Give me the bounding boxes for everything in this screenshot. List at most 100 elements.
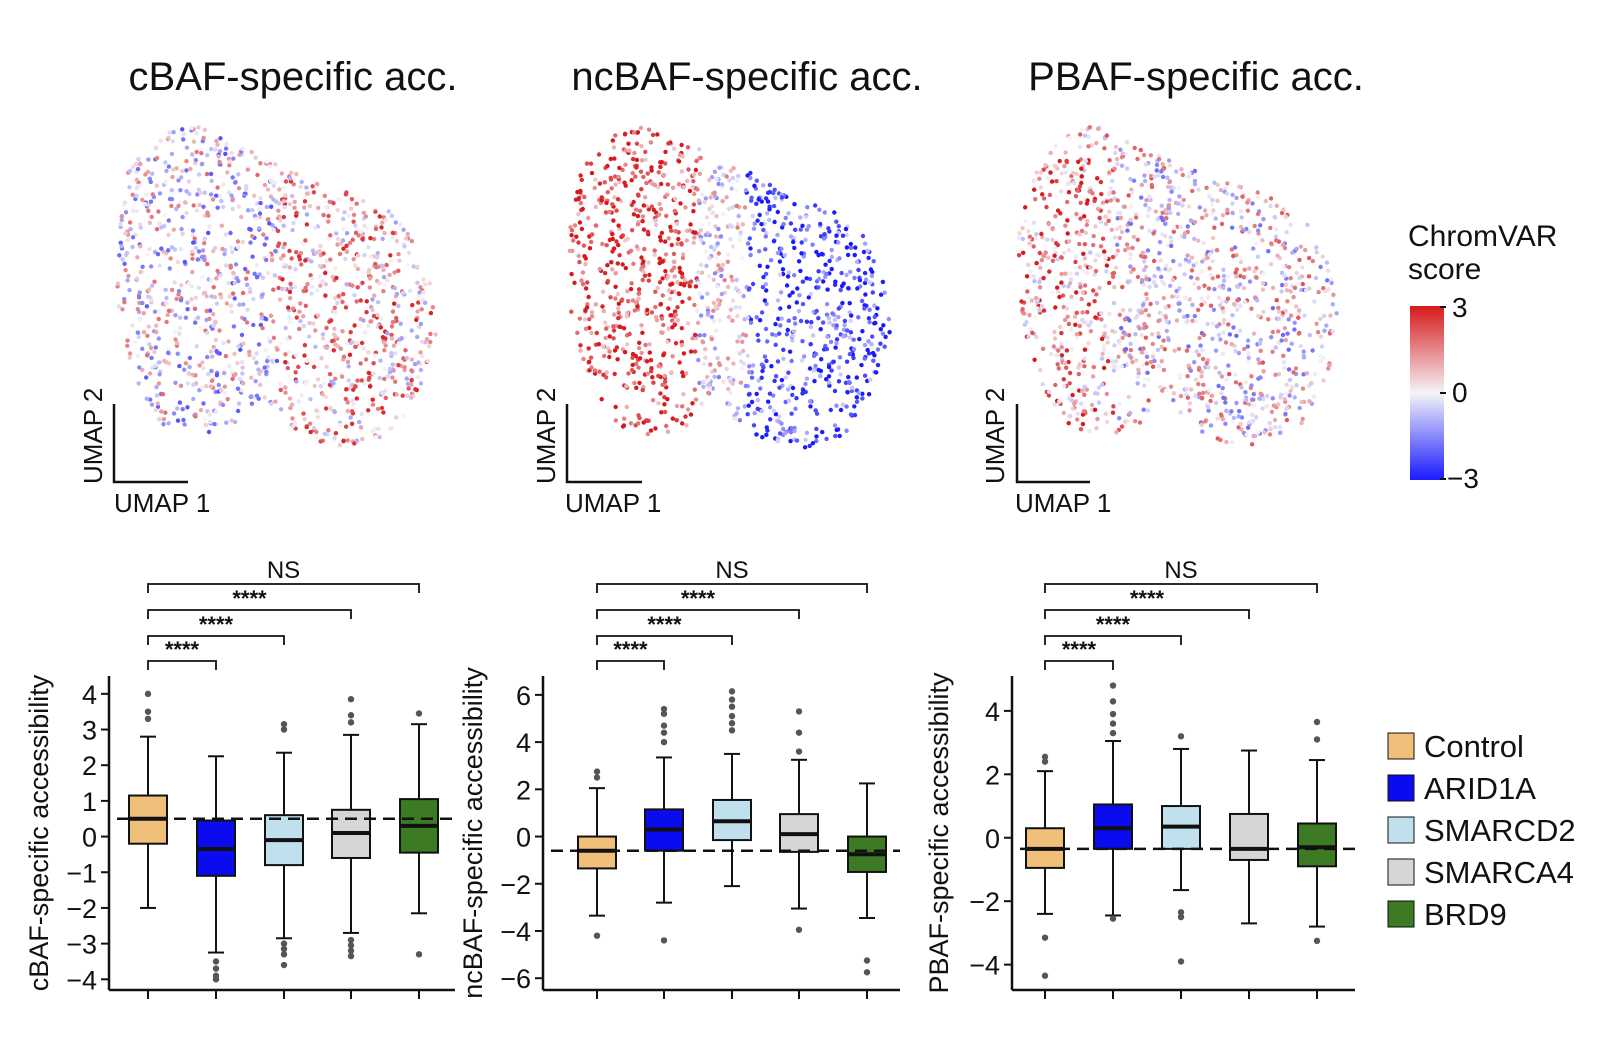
umap-cell-point	[712, 190, 717, 195]
umap-ylabel: UMAP 2	[531, 388, 561, 484]
umap-cell-point	[660, 293, 665, 298]
umap-cell-point	[759, 408, 764, 414]
umap-cell-point	[788, 234, 794, 239]
umap-cell-point	[777, 431, 783, 436]
umap-cell-point	[692, 349, 698, 354]
umap-cell-point	[1258, 391, 1264, 396]
umap-cell-point	[764, 301, 769, 307]
umap-cell-point	[719, 182, 725, 187]
umap-cell-point	[401, 413, 406, 418]
umap-cell-point	[190, 152, 195, 157]
umap-cell-point	[675, 241, 680, 246]
umap-cell-point	[351, 219, 356, 224]
umap-cell-point	[1085, 218, 1090, 223]
umap-cell-point	[200, 360, 205, 365]
umap-cell-point	[713, 304, 719, 309]
umap-cell-point	[1106, 218, 1111, 223]
umap-cell-point	[697, 291, 702, 296]
umap-cell-point	[178, 246, 184, 252]
umap-cell-point	[1227, 332, 1233, 337]
umap-cell-point	[593, 177, 598, 182]
umap-cell-point	[371, 361, 376, 366]
umap-cell-point	[1280, 282, 1285, 288]
umap-cell-point	[1215, 274, 1221, 279]
umap-cell-point	[852, 275, 857, 281]
umap-cell-point	[614, 345, 620, 350]
umap-cell-point	[1320, 254, 1326, 259]
umap-cell-point	[1080, 269, 1086, 274]
umap-cell-point	[187, 364, 192, 370]
umap-cell-point	[191, 240, 196, 245]
umap-cell-point	[1125, 280, 1131, 285]
umap-cell-point	[818, 373, 823, 379]
umap-cell-point	[713, 328, 719, 333]
umap-cell-point	[237, 152, 242, 157]
umap-cell-point	[1063, 223, 1068, 228]
umap-cell-point	[654, 318, 660, 323]
umap-cell-point	[1278, 392, 1284, 398]
umap-cell-point	[639, 255, 644, 260]
umap-cell-point	[1185, 224, 1191, 229]
umap-cell-point	[203, 422, 208, 428]
umap-cell-point	[679, 142, 684, 148]
umap-cell-point	[803, 237, 808, 243]
umap-cell-point	[816, 269, 821, 274]
umap-cell-point	[633, 174, 638, 179]
umap-cell-point	[589, 365, 594, 370]
umap-cell-point	[678, 269, 683, 275]
umap-cell-point	[373, 435, 378, 440]
umap-cell-point	[1148, 173, 1154, 179]
umap-cell-point	[1205, 404, 1211, 409]
umap-cell-point	[816, 316, 821, 321]
umap-cell-point	[709, 336, 714, 342]
umap-cell-point	[241, 381, 246, 386]
umap-cell-point	[786, 370, 791, 375]
umap-cell-point	[338, 241, 343, 246]
umap-cell-point	[222, 251, 227, 257]
umap-cell-point	[1202, 300, 1207, 305]
umap-cell-point	[754, 432, 759, 437]
umap-cell-point	[1144, 296, 1150, 301]
umap-cell-point	[1200, 390, 1206, 396]
umap-cell-point	[764, 196, 769, 201]
umap-cell-point	[243, 266, 248, 272]
umap-cell-point	[767, 207, 772, 212]
umap-cell-point	[260, 325, 265, 331]
umap-cell-point	[833, 345, 838, 350]
umap-cell-point	[1111, 404, 1116, 409]
umap-cell-point	[848, 245, 854, 250]
legend-item-arid1a: ARID1A	[1387, 771, 1536, 806]
umap-cell-point	[736, 173, 741, 179]
umap-cell-point	[1251, 403, 1256, 408]
umap-cell-point	[707, 206, 712, 212]
umap-cell-point	[637, 380, 642, 386]
umap-cell-point	[239, 388, 245, 393]
umap-cell-point	[757, 263, 762, 268]
legend-swatch	[1387, 732, 1415, 760]
y-tick-label: −1	[66, 858, 97, 888]
umap-cell-point	[371, 313, 377, 319]
umap-cell-point	[1135, 381, 1140, 386]
umap-cell-point	[676, 236, 681, 242]
outlier-point	[144, 708, 152, 715]
umap-cell-point	[257, 211, 263, 216]
umap-cell-point	[1230, 201, 1235, 206]
umap-cell-point	[634, 165, 639, 170]
umap-cell-point	[297, 326, 302, 332]
umap-cell-point	[1026, 334, 1031, 339]
umap-cell-point	[599, 397, 604, 402]
umap-cell-point	[1161, 338, 1166, 343]
umap-cell-point	[859, 298, 865, 304]
umap-cell-point	[766, 399, 771, 404]
umap-cell-point	[201, 135, 206, 141]
umap-cell-point	[764, 425, 769, 430]
umap-cell-point	[416, 300, 421, 305]
umap-cell-point	[1305, 222, 1310, 228]
umap-cell-point	[400, 290, 405, 296]
umap-cell-point	[1210, 235, 1216, 241]
umap-cell-point	[745, 412, 750, 417]
umap-cell-point	[131, 164, 136, 169]
umap-cell-point	[1080, 319, 1086, 324]
umap-cell-point	[804, 376, 810, 381]
umap-cell-point	[1107, 280, 1112, 286]
